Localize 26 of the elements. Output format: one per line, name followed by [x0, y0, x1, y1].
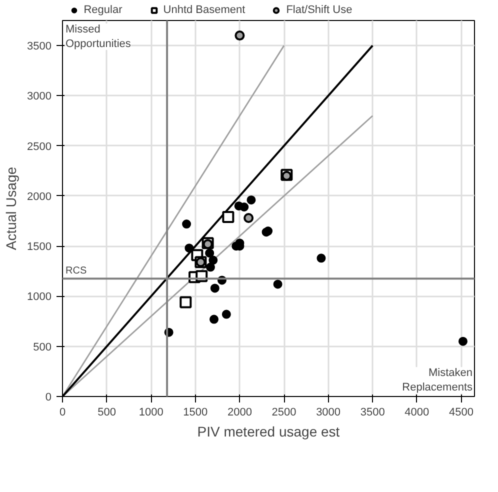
ref-line-label: RCS [66, 266, 87, 277]
y-tick-label: 1000 [27, 291, 52, 304]
annotation: Mistaken Replacements [402, 367, 473, 394]
x-axis-title: PIV metered usage est [197, 424, 340, 440]
x-tick-label: 4000 [404, 406, 430, 418]
y-tick-label: 0 [45, 392, 52, 404]
x-tick-label: 3000 [316, 406, 341, 418]
y-tick-label: 3000 [27, 90, 52, 103]
legend-label: Regular [84, 4, 122, 16]
x-tick-label: 1500 [183, 406, 208, 418]
x-tick-label: 0 [59, 406, 66, 418]
y-tick-label: 2500 [27, 140, 52, 153]
y-axis-title: Actual Usage [3, 166, 20, 250]
legend-label: Unhtd Basement [163, 4, 246, 16]
x-tick-label: 3500 [360, 406, 385, 418]
annotation: Missed Opportunities [66, 24, 132, 50]
x-tick-label: 1000 [138, 406, 164, 418]
y-tick-label: 2000 [27, 190, 52, 203]
y-tick-label: 1500 [27, 241, 52, 254]
y-tick-label: 500 [33, 341, 52, 354]
x-tick-label: 2500 [272, 406, 296, 418]
y-tick-label: 3500 [27, 40, 52, 53]
x-tick-label: 500 [98, 406, 116, 418]
x-tick-label: 4500 [448, 406, 474, 418]
x-tick-label: 2000 [227, 406, 252, 418]
legend-label: Flat/Shift Use [286, 4, 352, 16]
